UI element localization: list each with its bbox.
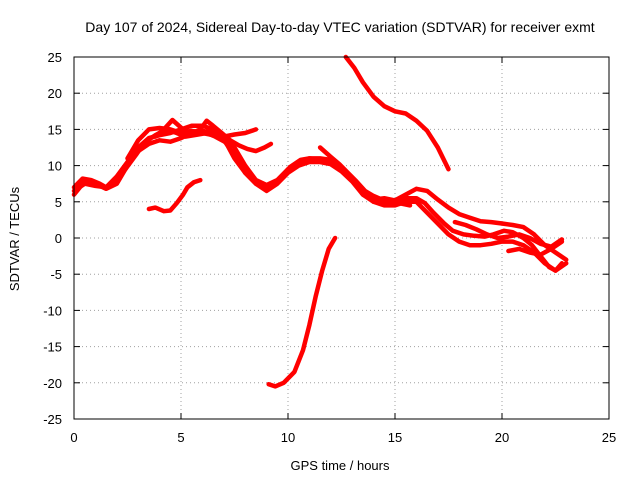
series-trace-9 <box>317 145 413 208</box>
x-tick-label: 25 <box>602 430 616 445</box>
series-trace-6 <box>146 177 203 214</box>
y-axis-label: SDTVAR / TECUs <box>7 186 22 291</box>
x-axis-label: GPS time / hours <box>291 458 390 473</box>
x-tick-label: 5 <box>177 430 184 445</box>
y-tick-label: -20 <box>43 376 62 391</box>
series-trace-1 <box>71 127 565 273</box>
y-tick-label: 0 <box>55 231 62 246</box>
series-trace-7 <box>266 235 338 389</box>
series-trace-8 <box>343 54 451 172</box>
tick-marks <box>73 56 610 420</box>
y-tick-label: 5 <box>55 195 62 210</box>
x-tick-label: 0 <box>70 430 77 445</box>
x-tick-labels: 0 5 10 15 20 25 <box>70 430 616 445</box>
x-tick-label: 10 <box>281 430 295 445</box>
y-tick-label: -5 <box>50 267 62 282</box>
y-tick-label: -15 <box>43 340 62 355</box>
series-trace-5 <box>153 117 274 154</box>
y-tick-label: -25 <box>43 412 62 427</box>
series-group <box>71 54 569 389</box>
y-tick-label: 25 <box>48 50 62 65</box>
x-tick-label: 15 <box>388 430 402 445</box>
series-trace-10 <box>452 219 565 249</box>
y-tick-label: 15 <box>48 122 62 137</box>
y-tick-label: 20 <box>48 86 62 101</box>
y-tick-label: -10 <box>43 303 62 318</box>
series-trace-3 <box>71 128 569 273</box>
series-trace-11 <box>506 239 565 257</box>
y-tick-label: 10 <box>48 159 62 174</box>
x-tick-label: 20 <box>495 430 509 445</box>
chart-title: Day 107 of 2024, Sidereal Day-to-day VTE… <box>85 19 594 35</box>
y-tick-labels: -25 -20 -15 -10 -5 0 5 10 15 20 25 <box>43 50 62 427</box>
